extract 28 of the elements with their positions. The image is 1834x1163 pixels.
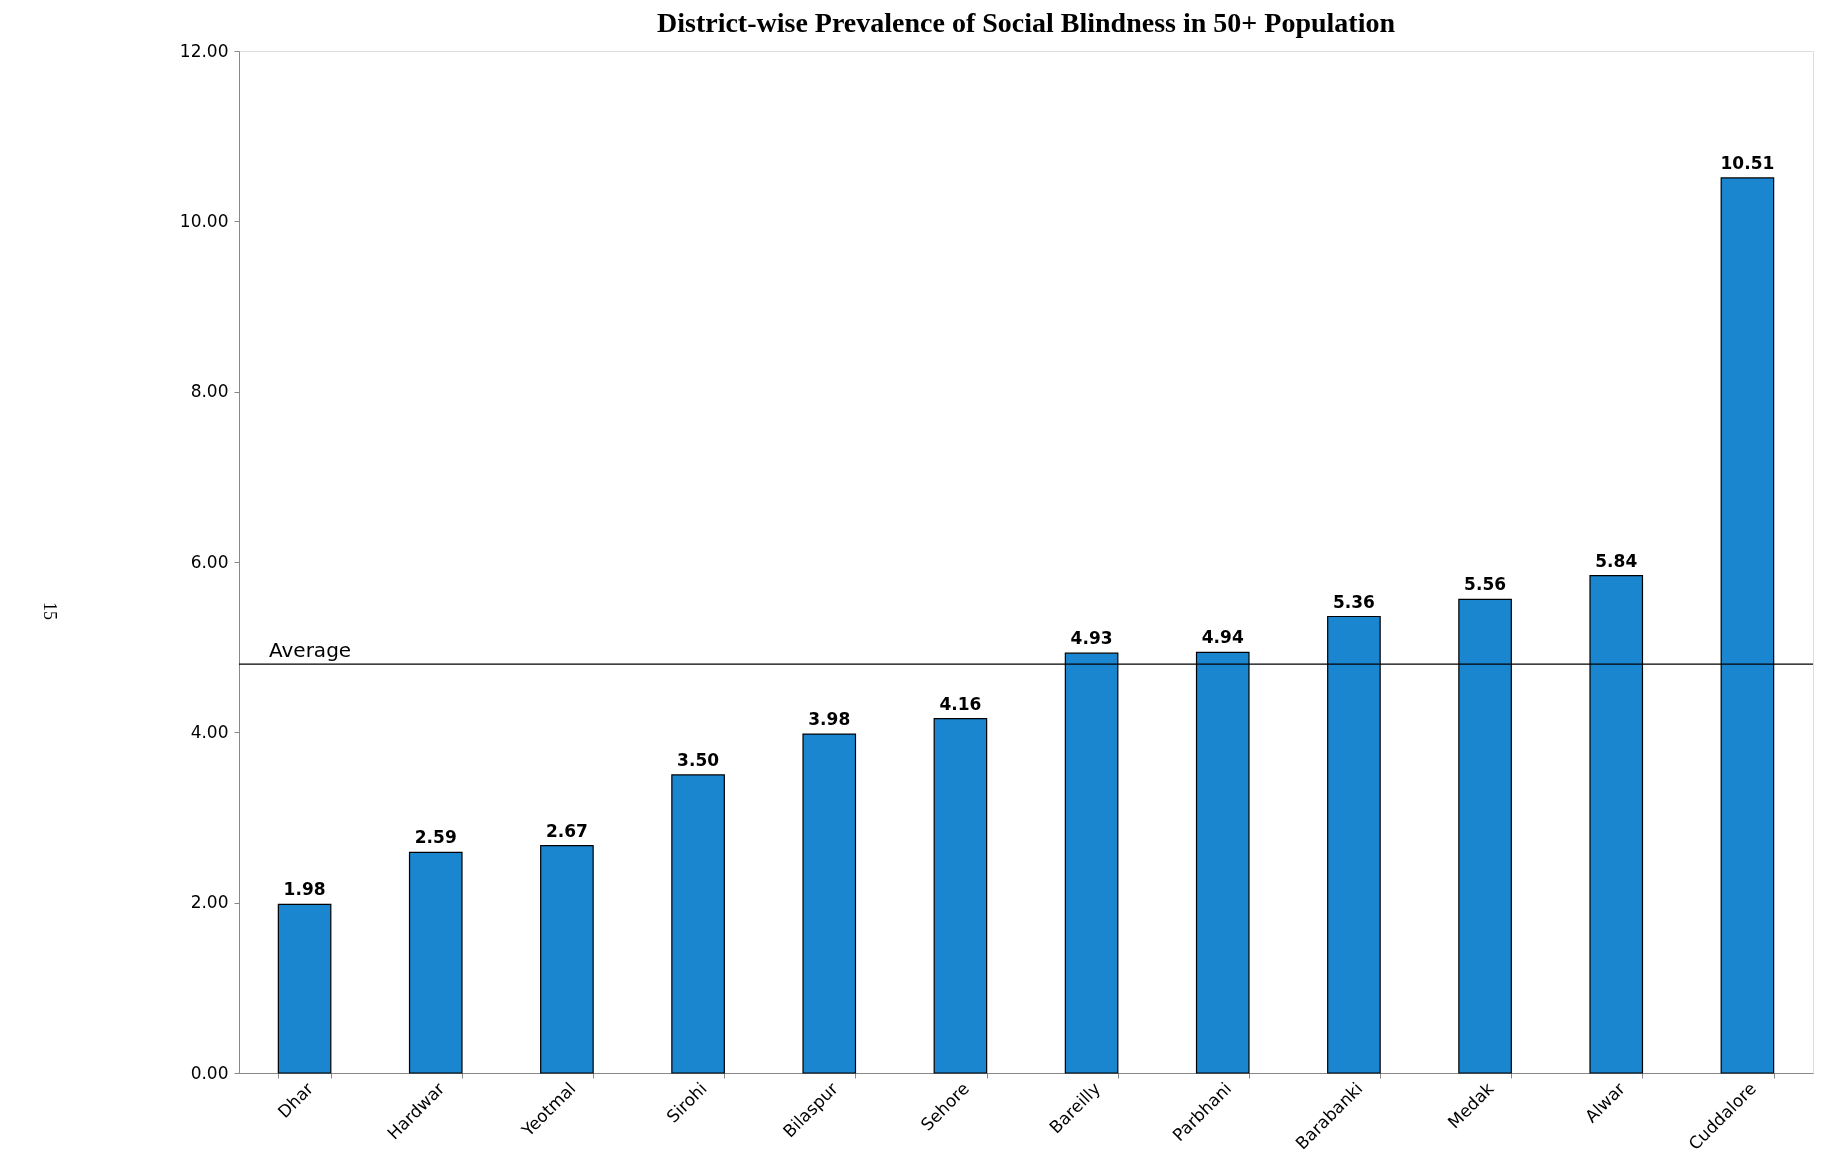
y-tick-label: 4.00 [190,721,229,742]
text: 15 [40,602,60,620]
data-label: 4.94 [1201,627,1244,648]
chart-title: District-wise Prevalence of Social Blindness in 50+ Population [657,7,1396,38]
y-tick-label: 8.00 [190,381,229,402]
bar [540,845,594,1074]
data-label: 1.98 [283,879,326,900]
data-label: 2.67 [545,820,588,841]
bar [802,733,857,1074]
bar [408,851,463,1074]
bar [671,774,725,1074]
data-label: 2.59 [414,827,457,848]
data-label: 4.16 [939,693,982,714]
y-tick-label: 6.00 [190,551,229,572]
y-tick-label: 0.00 [190,1062,229,1083]
data-label: 3.98 [808,709,851,730]
bar [933,718,988,1074]
y-tick-label: 10.00 [179,210,229,231]
data-label: 4.93 [1070,628,1113,649]
ref-line-label: Average [269,638,352,663]
data-label: 5.84 [1595,550,1638,571]
data-label: 5.56 [1464,574,1507,595]
y-tick-label: 12.00 [179,40,229,61]
bar [277,903,332,1074]
data-label: 3.50 [677,749,720,770]
data-label: 10.51 [1720,152,1775,173]
y-tick-label: 2.00 [190,892,229,913]
data-label: 5.36 [1332,591,1375,612]
